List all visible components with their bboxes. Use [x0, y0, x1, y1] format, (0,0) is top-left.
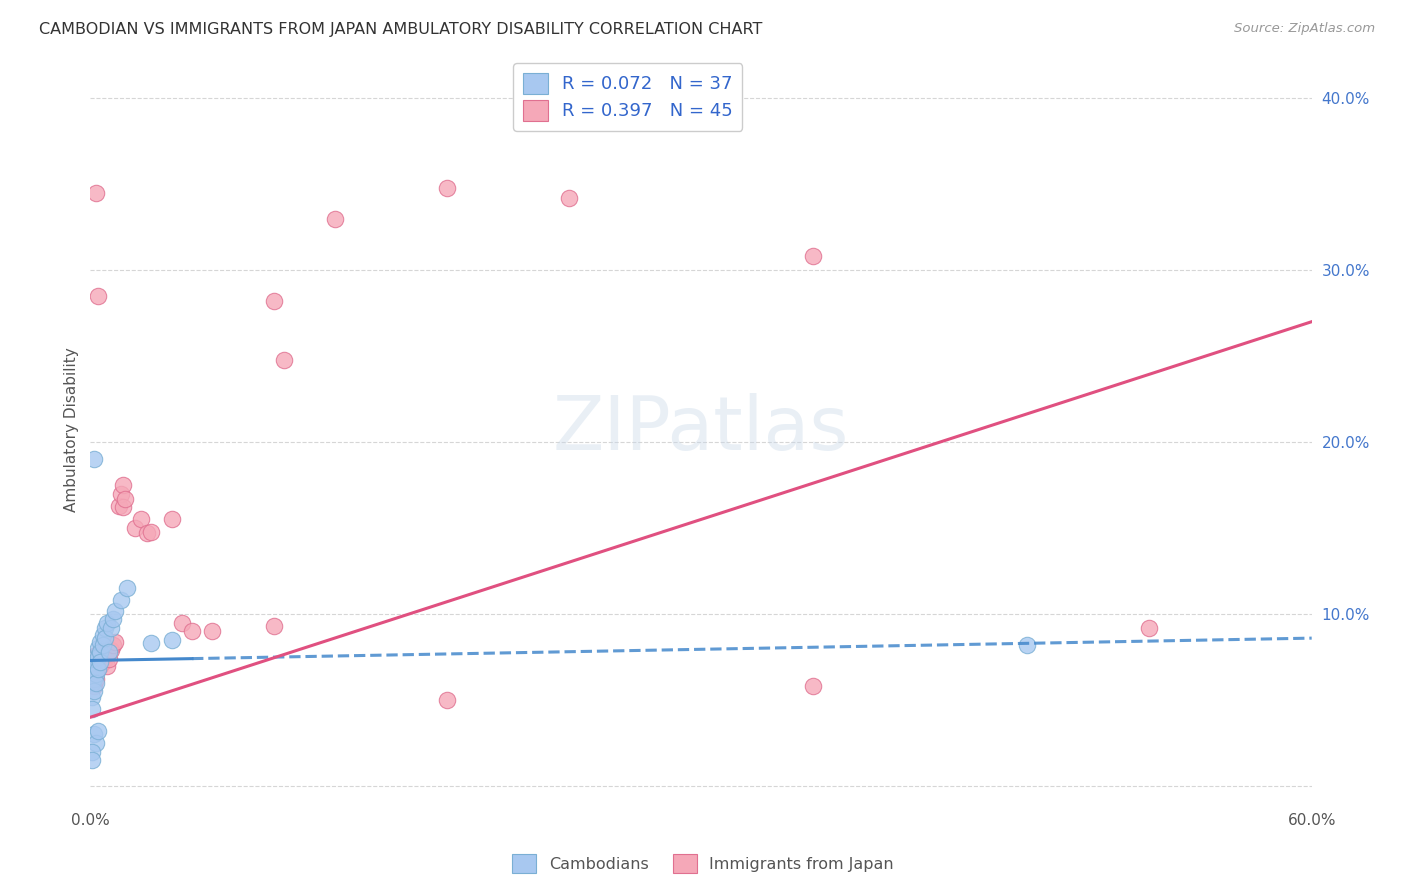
- Point: [114, 491, 136, 506]
- Legend: Cambodians, Immigrants from Japan: Cambodians, Immigrants from Japan: [506, 847, 900, 880]
- Point: [96, 658, 118, 673]
- Point: [83, 684, 105, 698]
- Point: [263, 294, 285, 309]
- Point: [86, 736, 108, 750]
- Point: [89, 645, 111, 659]
- Point: [82, 701, 104, 715]
- Point: [87, 662, 110, 676]
- Point: [160, 632, 183, 647]
- Point: [263, 619, 285, 633]
- Point: [87, 662, 110, 676]
- Point: [801, 249, 824, 263]
- Point: [124, 521, 146, 535]
- Point: [83, 655, 105, 669]
- Point: [801, 679, 824, 693]
- Point: [108, 499, 131, 513]
- Point: [101, 638, 124, 652]
- Point: [83, 667, 105, 681]
- Point: [87, 289, 110, 303]
- Point: [86, 648, 108, 663]
- Point: [82, 690, 104, 704]
- Point: [83, 727, 105, 741]
- Point: [110, 593, 132, 607]
- Point: [82, 676, 104, 690]
- Point: [436, 693, 458, 707]
- Point: [86, 650, 108, 665]
- Point: [87, 641, 110, 656]
- Point: [83, 452, 105, 467]
- Point: [91, 645, 114, 659]
- Text: ZIPatlas: ZIPatlas: [553, 392, 849, 466]
- Point: [93, 652, 115, 666]
- Point: [83, 673, 105, 687]
- Point: [97, 645, 120, 659]
- Point: [160, 512, 183, 526]
- Point: [86, 673, 108, 687]
- Point: [97, 652, 120, 666]
- Point: [129, 512, 152, 526]
- Point: [93, 631, 115, 645]
- Point: [101, 612, 124, 626]
- Point: [273, 352, 295, 367]
- Point: [86, 667, 108, 681]
- Point: [100, 643, 122, 657]
- Point: [100, 621, 122, 635]
- Point: [82, 676, 104, 690]
- Point: [89, 634, 111, 648]
- Point: [86, 658, 108, 673]
- Point: [86, 676, 108, 690]
- Point: [91, 655, 114, 669]
- Y-axis label: Ambulatory Disability: Ambulatory Disability: [65, 347, 79, 511]
- Point: [436, 180, 458, 194]
- Point: [89, 658, 111, 673]
- Point: [136, 526, 159, 541]
- Point: [86, 186, 108, 200]
- Legend: R = 0.072   N = 37, R = 0.397   N = 45: R = 0.072 N = 37, R = 0.397 N = 45: [513, 63, 742, 131]
- Point: [104, 604, 127, 618]
- Point: [1015, 638, 1038, 652]
- Point: [82, 753, 104, 767]
- Point: [89, 655, 111, 669]
- Point: [111, 478, 134, 492]
- Text: CAMBODIAN VS IMMIGRANTS FROM JAPAN AMBULATORY DISABILITY CORRELATION CHART: CAMBODIAN VS IMMIGRANTS FROM JAPAN AMBUL…: [39, 22, 762, 37]
- Point: [82, 745, 104, 759]
- Point: [83, 664, 105, 678]
- Point: [91, 628, 114, 642]
- Point: [96, 615, 118, 630]
- Point: [141, 524, 163, 539]
- Text: Source: ZipAtlas.com: Source: ZipAtlas.com: [1234, 22, 1375, 36]
- Point: [110, 486, 132, 500]
- Point: [83, 679, 105, 693]
- Point: [89, 647, 111, 661]
- Point: [323, 211, 346, 226]
- Point: [104, 634, 127, 648]
- Point: [93, 621, 115, 635]
- Point: [86, 658, 108, 673]
- Point: [170, 615, 193, 630]
- Point: [201, 624, 224, 639]
- Point: [91, 638, 114, 652]
- Point: [115, 581, 138, 595]
- Point: [141, 636, 163, 650]
- Point: [557, 191, 579, 205]
- Point: [87, 652, 110, 666]
- Point: [181, 624, 204, 639]
- Point: [96, 647, 118, 661]
- Point: [87, 650, 110, 665]
- Point: [111, 500, 134, 515]
- Point: [1137, 621, 1160, 635]
- Point: [87, 723, 110, 738]
